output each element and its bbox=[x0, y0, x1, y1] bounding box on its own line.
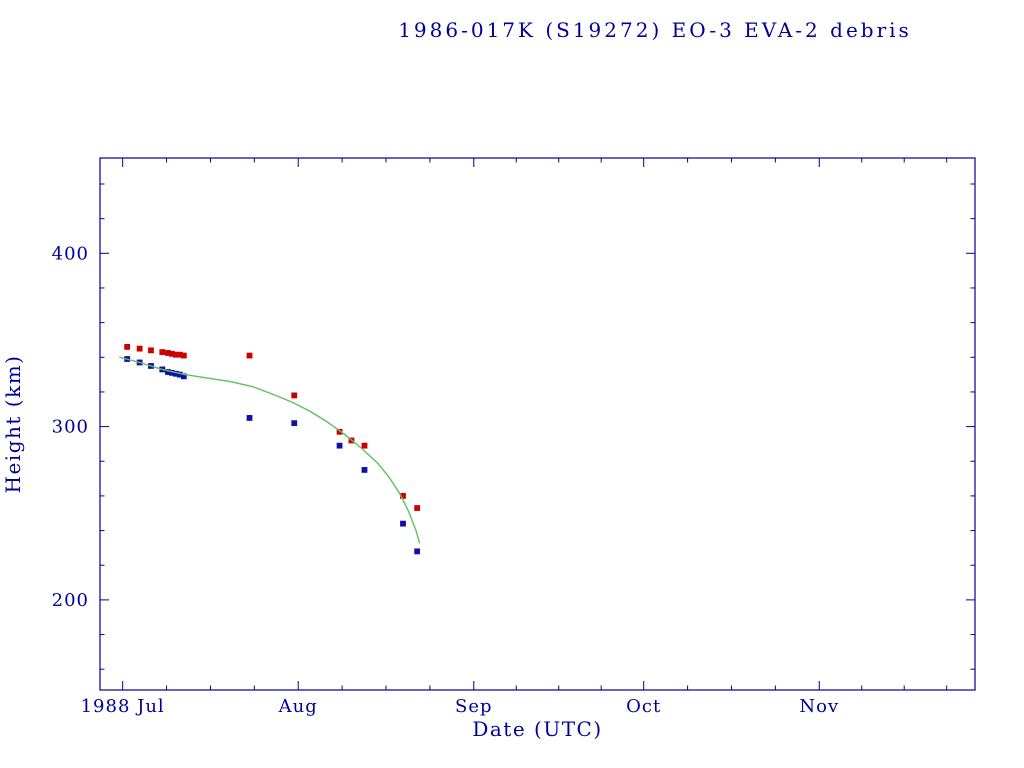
perigee-height-point bbox=[336, 442, 343, 449]
y-axis-label: Height (km) bbox=[1, 355, 25, 494]
apogee-height-point bbox=[291, 392, 298, 399]
perigee-height-point bbox=[414, 548, 421, 555]
apogee-height-point bbox=[361, 442, 368, 449]
x-tick-label: 1988 Jul bbox=[81, 696, 165, 717]
y-tick-label: 400 bbox=[52, 243, 89, 264]
plot-frame bbox=[99, 157, 976, 691]
mean-height-fit-line bbox=[119, 356, 421, 544]
apogee-height-point bbox=[136, 345, 143, 352]
perigee-height-point bbox=[361, 467, 368, 473]
y-tick-label: 300 bbox=[52, 417, 89, 438]
x-tick-label: Nov bbox=[799, 696, 839, 717]
apogee-height-point bbox=[180, 352, 187, 359]
x-tick-label: Sep bbox=[455, 696, 493, 717]
apogee-height-point bbox=[246, 352, 253, 359]
perigee-height-point bbox=[400, 520, 406, 527]
apogee-height-point bbox=[414, 505, 421, 511]
perigee-height-point bbox=[246, 415, 253, 421]
apogee-height-point bbox=[148, 347, 154, 354]
y-tick-label: 200 bbox=[52, 590, 89, 611]
x-tick-label: Aug bbox=[278, 696, 318, 717]
apogee-height-point bbox=[124, 343, 131, 350]
apogee-height-point bbox=[159, 349, 166, 355]
x-tick-label: Oct bbox=[626, 696, 661, 717]
x-axis-label: Date (UTC) bbox=[472, 717, 602, 741]
perigee-height-point bbox=[291, 420, 298, 427]
chart-title: 1986-017K (S19272) EO-3 EVA-2 debris bbox=[398, 18, 912, 42]
